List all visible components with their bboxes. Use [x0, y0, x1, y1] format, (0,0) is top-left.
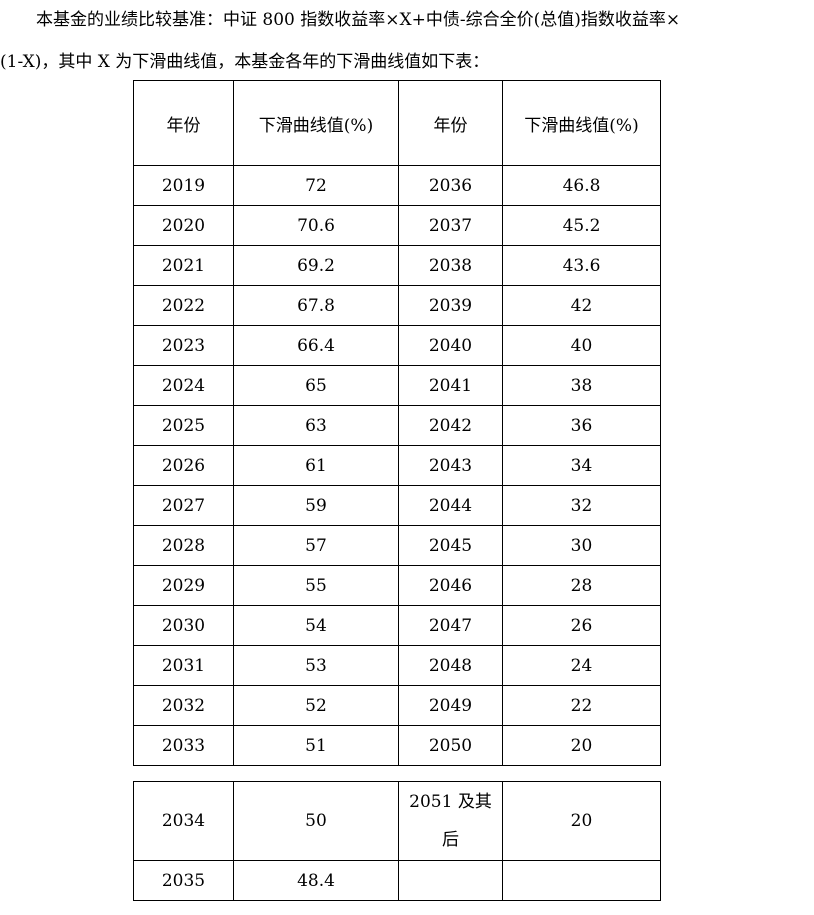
table-header-row: 年份 下滑曲线值(%) 年份 下滑曲线值(%): [133, 80, 661, 166]
year-cell: 2036: [398, 165, 503, 206]
value-cell: 36: [502, 405, 661, 446]
year-cell: 2028: [133, 525, 234, 566]
table-row: 2031 53 2048 24: [133, 645, 661, 686]
value-cell: 20: [502, 781, 661, 861]
value-cell: 48.4: [233, 860, 399, 901]
value-cell: 54: [233, 605, 399, 646]
value-cell: 72: [233, 165, 399, 206]
year-cell: 2039: [398, 285, 503, 326]
benchmark-text-line1: 本基金的业绩比较基准：中证 800 指数收益率×X+中债-综合全价(总值)指数收…: [36, 10, 681, 30]
empty-cell: [502, 860, 661, 901]
value-cell: 28: [502, 565, 661, 606]
year-cell: 2020: [133, 205, 234, 246]
value-cell: 51: [233, 725, 399, 766]
glide-path-table: 年份 下滑曲线值(%) 年份 下滑曲线值(%) 2019 72 2036 46.8 20…: [133, 80, 661, 766]
value-cell: 40: [502, 325, 661, 366]
value-cell: 52: [233, 685, 399, 726]
benchmark-text-line2: (1-X)，其中 X 为下滑曲线值，本基金各年的下滑曲线值如下表：: [0, 52, 490, 72]
value-cell: 34: [502, 445, 661, 486]
value-cell: 59: [233, 485, 399, 526]
glide-path-table-body: 年份 下滑曲线值(%) 年份 下滑曲线值(%) 2019 72 2036 46.8 20…: [133, 80, 661, 766]
value-cell: 63: [233, 405, 399, 446]
value-cell: 24: [502, 645, 661, 686]
value-cell: 22: [502, 685, 661, 726]
value-cell: 67.8: [233, 285, 399, 326]
year-cell: 2034: [133, 781, 234, 861]
year-cell: 2023: [133, 325, 234, 366]
value-cell: 53: [233, 645, 399, 686]
year-cell: 2019: [133, 165, 234, 206]
value-cell: 20: [502, 725, 661, 766]
value-cell: 32: [502, 485, 661, 526]
value-cell: 61: [233, 445, 399, 486]
value-cell: 57: [233, 525, 399, 566]
value-cell: 69.2: [233, 245, 399, 286]
table-row: 2023 66.4 2040 40: [133, 325, 661, 366]
table-row: 2034 50 2051 及其 后 20: [133, 781, 661, 861]
glide-path-table-continued: 2034 50 2051 及其 后 20 2035 48.4: [133, 781, 661, 901]
value-cell: 46.8: [502, 165, 661, 206]
year-cell: 2045: [398, 525, 503, 566]
year-cell: 2032: [133, 685, 234, 726]
year-cell: 2030: [133, 605, 234, 646]
year-cell: 2049: [398, 685, 503, 726]
year-cell: 2050: [398, 725, 503, 766]
year-cell: 2051 及其 后: [398, 781, 503, 861]
table-row: 2019 72 2036 46.8: [133, 165, 661, 206]
year-cell: 2031: [133, 645, 234, 686]
year-cell: 2044: [398, 485, 503, 526]
table-row: 2035 48.4: [133, 860, 661, 901]
year-cell: 2033: [133, 725, 234, 766]
table-row: 2028 57 2045 30: [133, 525, 661, 566]
year-cell: 2041: [398, 365, 503, 406]
table-row: 2026 61 2043 34: [133, 445, 661, 486]
value-cell: 65: [233, 365, 399, 406]
value-cell: 45.2: [502, 205, 661, 246]
value-cell: 30: [502, 525, 661, 566]
year-cell: 2043: [398, 445, 503, 486]
table-row: 2027 59 2044 32: [133, 485, 661, 526]
year-cell: 2027: [133, 485, 234, 526]
value-cell: 43.6: [502, 245, 661, 286]
header-value-left: 下滑曲线值(%): [233, 80, 399, 166]
year-cell-line1: 2051 及其: [409, 792, 492, 812]
year-cell: 2026: [133, 445, 234, 486]
value-cell: 70.6: [233, 205, 399, 246]
value-cell: 55: [233, 565, 399, 606]
year-cell: 2038: [398, 245, 503, 286]
year-cell: 2022: [133, 285, 234, 326]
year-cell: 2037: [398, 205, 503, 246]
table-row: 2025 63 2042 36: [133, 405, 661, 446]
year-cell: 2040: [398, 325, 503, 366]
year-cell: 2025: [133, 405, 234, 446]
table-row: 2029 55 2046 28: [133, 565, 661, 606]
year-cell: 2046: [398, 565, 503, 606]
table-row: 2024 65 2041 38: [133, 365, 661, 406]
year-cell: 2024: [133, 365, 234, 406]
value-cell: 26: [502, 605, 661, 646]
year-cell: 2047: [398, 605, 503, 646]
header-year-right: 年份: [398, 80, 503, 166]
table-row: 2032 52 2049 22: [133, 685, 661, 726]
value-cell: 66.4: [233, 325, 399, 366]
table-row: 2033 51 2050 20: [133, 725, 661, 766]
table-row: 2022 67.8 2039 42: [133, 285, 661, 326]
year-cell: 2029: [133, 565, 234, 606]
table-row: 2020 70.6 2037 45.2: [133, 205, 661, 246]
year-cell: 2042: [398, 405, 503, 446]
year-cell: 2021: [133, 245, 234, 286]
table-row: 2030 54 2047 26: [133, 605, 661, 646]
value-cell: 50: [233, 781, 399, 861]
empty-cell: [398, 860, 503, 901]
value-cell: 42: [502, 285, 661, 326]
year-cell: 2048: [398, 645, 503, 686]
year-cell: 2035: [133, 860, 234, 901]
header-year-left: 年份: [133, 80, 234, 166]
value-cell: 38: [502, 365, 661, 406]
year-cell-line2: 后: [442, 830, 459, 850]
header-value-right: 下滑曲线值(%): [502, 80, 661, 166]
table-row: 2021 69.2 2038 43.6: [133, 245, 661, 286]
